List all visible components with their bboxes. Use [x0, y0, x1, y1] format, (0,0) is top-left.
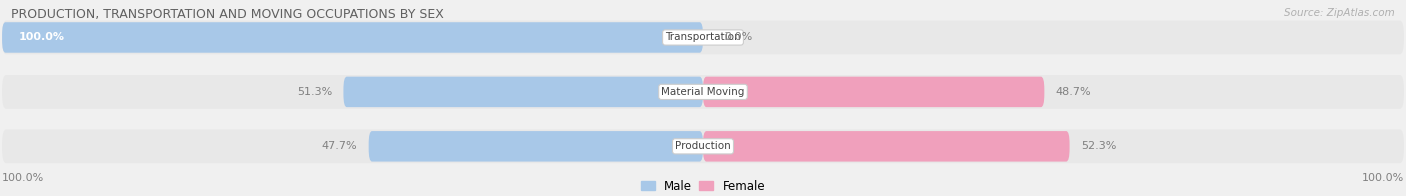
Legend: Male, Female: Male, Female	[636, 175, 770, 196]
Text: 48.7%: 48.7%	[1056, 87, 1091, 97]
FancyBboxPatch shape	[1, 21, 1405, 54]
Text: 0.0%: 0.0%	[724, 33, 752, 43]
Text: 100.0%: 100.0%	[1, 173, 45, 183]
FancyBboxPatch shape	[368, 131, 703, 162]
Text: 100.0%: 100.0%	[1361, 173, 1405, 183]
Text: 52.3%: 52.3%	[1081, 141, 1116, 151]
FancyBboxPatch shape	[1, 22, 703, 53]
Text: 100.0%: 100.0%	[18, 33, 65, 43]
FancyBboxPatch shape	[703, 131, 1070, 162]
Text: Source: ZipAtlas.com: Source: ZipAtlas.com	[1284, 8, 1395, 18]
Text: Production: Production	[675, 141, 731, 151]
Text: 51.3%: 51.3%	[297, 87, 332, 97]
Text: PRODUCTION, TRANSPORTATION AND MOVING OCCUPATIONS BY SEX: PRODUCTION, TRANSPORTATION AND MOVING OC…	[11, 8, 444, 21]
FancyBboxPatch shape	[343, 77, 703, 107]
Text: 47.7%: 47.7%	[322, 141, 357, 151]
FancyBboxPatch shape	[1, 75, 1405, 109]
Text: Material Moving: Material Moving	[661, 87, 745, 97]
FancyBboxPatch shape	[703, 77, 1045, 107]
FancyBboxPatch shape	[1, 129, 1405, 163]
Text: Transportation: Transportation	[665, 33, 741, 43]
